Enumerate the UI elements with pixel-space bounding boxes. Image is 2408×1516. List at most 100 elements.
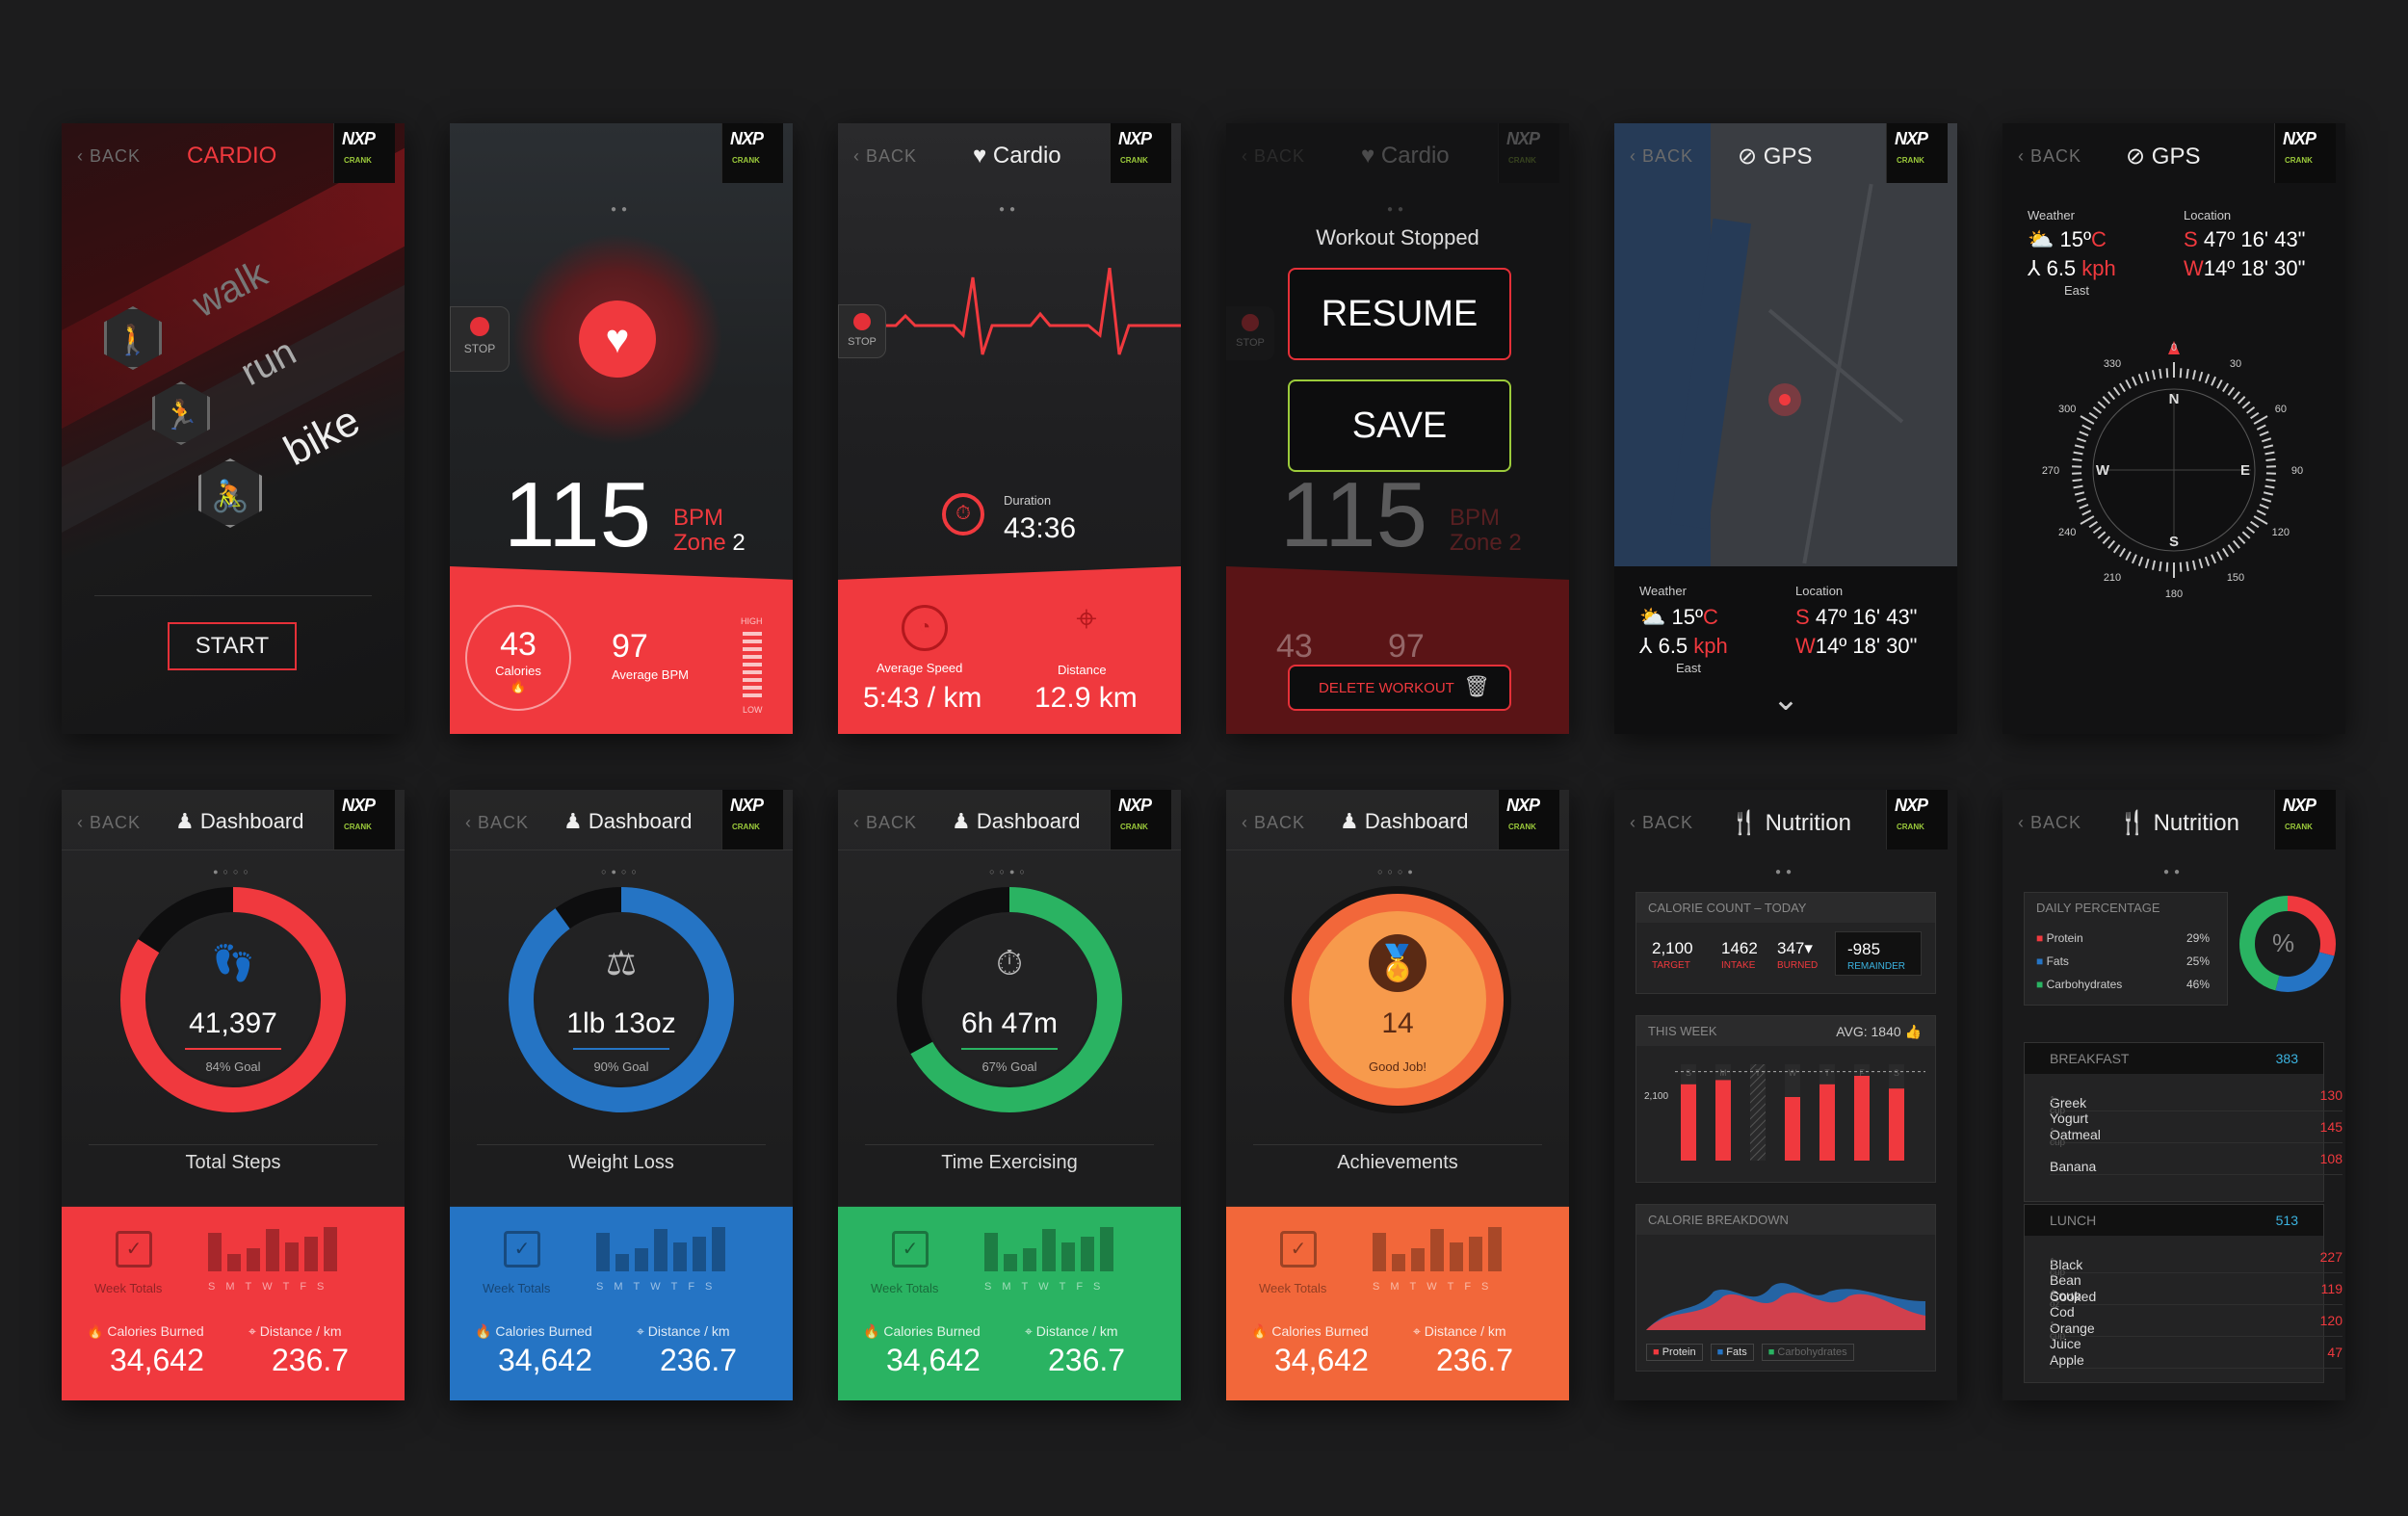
metric-label: Achievements <box>1337 1152 1458 1173</box>
delete-workout-button[interactable]: DELETE WORKOUT 🗑 <box>1288 665 1511 711</box>
food-row[interactable]: Orange Juice 1 cup 120 <box>2050 1305 2343 1351</box>
flame-icon: 🔥 <box>475 1323 492 1339</box>
mini-bar <box>635 1248 648 1271</box>
divider <box>477 1144 766 1145</box>
back-button[interactable]: ‹ BACK <box>1242 146 1306 166</box>
week-bar <box>1819 1084 1835 1161</box>
back-button[interactable]: ‹ BACK <box>1630 146 1694 166</box>
heart-icon: ♥ <box>579 301 656 378</box>
back-button[interactable]: ‹ BACK <box>1630 813 1694 832</box>
mini-bar <box>615 1254 629 1271</box>
save-button[interactable]: SAVE <box>1288 379 1511 472</box>
macro-row: ■ Fats 25% <box>2036 954 2210 968</box>
distance-value: 12.9 km <box>1034 682 1138 714</box>
compass-tick-label: 120 <box>2272 527 2290 538</box>
speed-label: Average Speed <box>877 661 963 675</box>
divider <box>865 1144 1154 1145</box>
start-button[interactable]: START <box>168 622 297 670</box>
stop-button[interactable]: STOP <box>450 306 510 372</box>
compass-tick-label: 90 <box>2291 465 2303 477</box>
distance-value: 236.7 <box>1048 1343 1126 1377</box>
bike-icon[interactable]: 🚴 <box>198 458 262 528</box>
stop-button[interactable]: STOP <box>838 304 886 358</box>
chevron-down-icon[interactable]: ⌄ <box>1771 681 1800 718</box>
d3-metric-icon: ⏱ <box>995 943 1024 982</box>
resume-button[interactable]: RESUME <box>1288 268 1511 360</box>
goal-label: 67% Goal <box>982 1059 1037 1074</box>
avg-label: AVG: 1840 👍 <box>1836 1024 1922 1039</box>
breakdown-area-chart <box>1646 1283 1925 1330</box>
week-totals-panel <box>838 1206 1181 1400</box>
food-row[interactable]: Black Bean Soup 1 cup 227 <box>2050 1242 2343 1303</box>
compass-icon: ⊘ <box>2126 144 2146 170</box>
weather-panel <box>1614 566 1957 734</box>
flame-icon: 🔥 <box>87 1323 104 1339</box>
back-button[interactable]: ‹ BACK <box>77 146 142 166</box>
week-bar <box>1889 1088 1904 1161</box>
week-totals-label: Week Totals <box>1259 1281 1327 1295</box>
heart-icon: ♥ <box>1361 143 1375 169</box>
remainder-value: -985 <box>1847 940 1881 958</box>
target-line-label: 2,100 <box>1644 1091 1669 1102</box>
divider <box>89 1144 378 1145</box>
stop-button: STOP <box>1226 306 1274 360</box>
week-totals-panel <box>1226 1206 1569 1400</box>
breakdown-legend: ■ Protein ■ Fats ■ Carbohydrates <box>1646 1344 1925 1361</box>
food-row[interactable]: Cooked Cod 4 oz 119 <box>2050 1273 2343 1320</box>
bpm-value: 115 <box>504 463 652 566</box>
compass-tick-label: 330 <box>2104 358 2121 370</box>
lunch-panel: LUNCH 513 Black Bean Soup 1 cup 227 Cooked … <box>2024 1204 2343 1383</box>
back-button[interactable]: ‹ BACK <box>1242 813 1306 832</box>
back-button[interactable]: ‹ BACK <box>2018 813 2082 832</box>
location-pin-icon: ⌖ <box>1025 1323 1033 1339</box>
duration-label: Duration <box>1004 493 1052 508</box>
mini-bar <box>673 1242 687 1271</box>
page-title: 🍴 Nutrition <box>2118 810 2239 836</box>
back-button[interactable]: ‹ BACK <box>853 813 918 832</box>
high-label: HIGH <box>741 616 763 626</box>
page-title: ♟ Dashboard <box>952 809 1081 833</box>
distance-label: ⌖ Distance / km <box>1413 1323 1506 1339</box>
divider <box>1253 1144 1542 1145</box>
back-button[interactable]: ‹ BACK <box>465 813 530 832</box>
location-pin-icon: ⌖ <box>1413 1323 1421 1339</box>
distance-label: Distance <box>1058 663 1107 677</box>
back-button[interactable]: ‹ BACK <box>77 813 142 832</box>
compass-cardinal-label: N <box>2169 391 2180 407</box>
metric-value: 6h 47m <box>960 1007 1059 1039</box>
goal-label: Good Job! <box>1369 1059 1426 1074</box>
nutrition-meals-screen: ‹ BACK 🍴 Nutrition NXP CRANK ●● DAILY PER… <box>2002 790 2345 1400</box>
week-bar-day: T <box>1755 1068 1761 1078</box>
back-button[interactable]: ‹ BACK <box>853 146 918 166</box>
intake-label: INTAKE <box>1721 960 1756 971</box>
page-indicator: ○○○● <box>1377 867 1418 876</box>
walk-icon[interactable]: 🚶 <box>104 306 162 370</box>
bpm-unit: BPM <box>1450 505 1501 531</box>
food-row[interactable]: Apple 47 <box>2050 1337 2343 1369</box>
dashboard-steps-screen: ‹ BACK ♟ Dashboard NXP CRANK ●○○○ 👣 41,39… <box>62 790 405 1400</box>
mini-bar <box>247 1248 260 1271</box>
person-icon: ♟ <box>952 809 971 833</box>
wind-icon: ⅄ <box>2028 256 2041 280</box>
divider <box>838 849 1181 850</box>
page-title: ⊘ GPS <box>1738 144 1813 170</box>
food-row[interactable]: Oatmeal 1 cup 145 <box>2050 1111 2343 1148</box>
back-button[interactable]: ‹ BACK <box>2018 146 2082 166</box>
run-icon[interactable]: 🏃 <box>152 381 210 445</box>
compass-tick-label: 210 <box>2104 572 2121 584</box>
mini-bar <box>984 1233 998 1271</box>
person-icon: ♟ <box>1340 809 1359 833</box>
week-totals-label: Week Totals <box>871 1281 939 1295</box>
week-bar <box>1681 1084 1696 1161</box>
percent-symbol: % <box>2272 928 2295 957</box>
food-row[interactable]: Banana 108 <box>2050 1143 2343 1175</box>
mini-bar <box>1023 1248 1036 1271</box>
bpm-value: 115 <box>1280 463 1428 566</box>
week-mini-bars <box>596 1225 725 1271</box>
food-row[interactable]: Greek Yogurt 1 cup 130 <box>2050 1080 2343 1126</box>
page-indicator: ●○○○ <box>213 867 253 876</box>
location-pin-icon: ⌖ <box>249 1323 256 1339</box>
d2-metric-icon: ⚖ <box>605 943 638 982</box>
nxp-crank-logo: NXP CRANK <box>2274 123 2336 183</box>
wind-speed: ⅄ 6.5 kph <box>2028 256 2116 280</box>
